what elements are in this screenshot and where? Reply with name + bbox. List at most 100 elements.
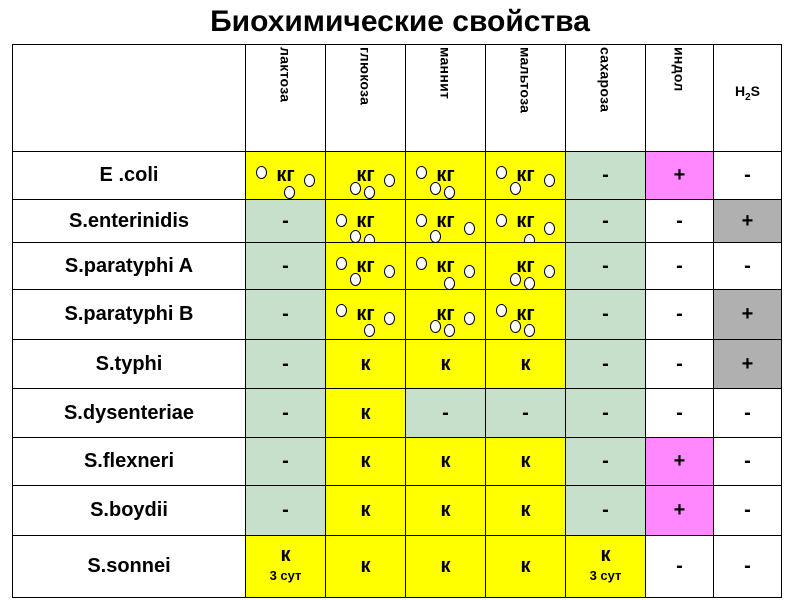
result-cell: -	[713, 535, 782, 598]
gas-bubble-icon	[384, 265, 395, 278]
gas-bubble-icon	[464, 222, 475, 235]
result-cell: -	[565, 242, 646, 290]
organism-name: S.sonnei	[12, 535, 246, 598]
gas-bubble-icon	[416, 166, 427, 179]
gas-bubble-icon	[544, 174, 555, 187]
gas-bubble-icon	[304, 174, 315, 187]
result-cell: -	[565, 289, 646, 340]
page-title: Биохимические свойства	[210, 5, 590, 38]
result-value: -	[744, 450, 751, 472]
col-label: глюкоза	[357, 47, 374, 106]
gas-bubble-icon	[364, 234, 375, 242]
result-cell: кг	[325, 289, 406, 340]
result-cell: +	[713, 199, 782, 243]
result-value: -	[282, 254, 289, 277]
result-value: кг	[516, 209, 535, 232]
gas-bubble-icon	[496, 214, 507, 227]
organism-name: S.dysenteriae	[12, 388, 246, 438]
col-label: лактоза	[277, 47, 294, 103]
result-value: к	[360, 450, 371, 472]
result-cell: +	[645, 151, 714, 200]
gas-bubble-icon	[444, 324, 455, 337]
result-cell: к	[325, 437, 406, 486]
gas-bubble-icon	[510, 320, 521, 333]
result-cell: к	[325, 535, 406, 598]
result-value: -	[602, 254, 609, 277]
result-value: к	[600, 544, 611, 566]
result-value: -	[602, 164, 609, 186]
result-value: кг	[436, 303, 455, 325]
result-value: -	[602, 352, 609, 375]
gas-bubble-icon	[350, 273, 361, 286]
gas-bubble-icon	[444, 186, 455, 199]
gas-bubble-icon	[350, 230, 361, 242]
result-cell: -	[405, 388, 486, 438]
result-value: -	[602, 401, 609, 424]
result-value: -	[282, 352, 289, 375]
result-value: кг	[356, 209, 375, 232]
result-value: к	[520, 499, 531, 521]
result-cell: -	[645, 242, 714, 290]
gas-bubble-icon	[510, 182, 521, 195]
table-row: S.sonnei к 3 сут к к к к 3 сут - -	[12, 535, 782, 598]
result-cell: кг	[405, 151, 486, 200]
gas-bubble-icon	[524, 324, 535, 337]
result-value: к	[280, 544, 291, 566]
table-row: S.paratyphi A - кг кг кг - - -	[12, 242, 782, 290]
result-value: -	[282, 499, 289, 521]
result-cell: +	[713, 289, 782, 340]
result-cell: -	[645, 535, 714, 598]
result-cell: -	[645, 388, 714, 438]
gas-bubble-icon	[416, 214, 427, 227]
gas-bubble-icon	[416, 257, 427, 270]
result-cell: кг	[485, 289, 566, 340]
result-value: -	[442, 401, 449, 424]
organism-name: S.typhi	[12, 339, 246, 389]
col-header-indole: индол	[645, 44, 714, 152]
result-value: +	[673, 164, 686, 186]
result-cell: -	[713, 151, 782, 200]
result-value: -	[744, 499, 751, 521]
result-cell: -	[645, 199, 714, 243]
gas-bubble-icon	[430, 230, 441, 242]
result-cell: к	[405, 339, 486, 389]
result-value: +	[673, 499, 686, 521]
gas-bubble-icon	[384, 312, 395, 325]
result-cell: -	[565, 151, 646, 200]
organism-name: S.boydii	[12, 485, 246, 536]
result-cell: -	[713, 388, 782, 438]
col-header-sucrose: сахароза	[565, 44, 646, 152]
result-value: -	[744, 401, 751, 424]
result-cell: к	[405, 485, 486, 536]
result-cell: к	[405, 437, 486, 486]
result-cell: к	[325, 388, 406, 438]
gas-bubble-icon	[544, 265, 555, 278]
result-value: -	[282, 450, 289, 472]
result-value: -	[744, 164, 751, 186]
table-row: S.dysenteriae - к - - - - -	[12, 388, 782, 438]
result-value: -	[676, 401, 683, 424]
gas-bubble-icon	[524, 234, 535, 242]
result-value: -	[282, 209, 289, 232]
result-value: к	[360, 401, 371, 424]
result-cell: -	[565, 339, 646, 389]
result-cell: к	[485, 535, 566, 598]
result-value: +	[741, 209, 754, 232]
table-row: S.boydii - к к к - + -	[12, 485, 782, 536]
result-value: к	[360, 499, 371, 521]
result-cell: кг	[405, 199, 486, 243]
result-value: к	[440, 352, 451, 375]
col-header-h2s: H2S	[713, 44, 782, 152]
result-cell: +	[645, 437, 714, 486]
result-cell: кг	[245, 151, 326, 200]
result-value: к	[520, 450, 531, 472]
result-value: кг	[436, 164, 455, 186]
result-value: -	[282, 401, 289, 424]
result-cell: кг	[485, 242, 566, 290]
gas-bubble-icon	[496, 166, 507, 179]
result-cell: кг	[325, 199, 406, 243]
result-cell: -	[713, 437, 782, 486]
col-header-glucose: глюкоза	[325, 44, 406, 152]
result-cell: кг	[485, 151, 566, 200]
col-label: маннит	[437, 47, 454, 100]
